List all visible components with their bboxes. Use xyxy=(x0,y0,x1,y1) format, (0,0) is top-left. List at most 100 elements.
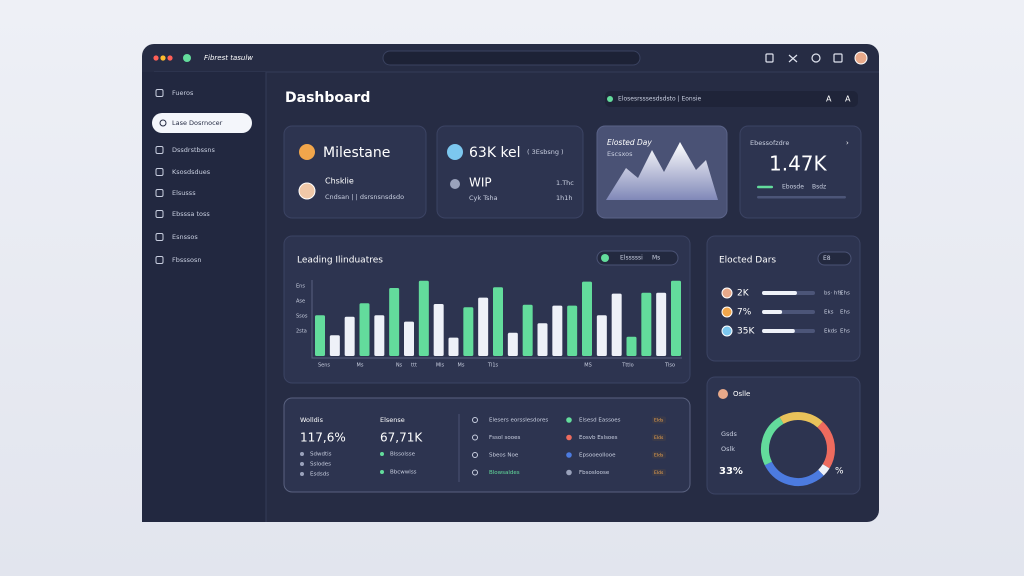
bar xyxy=(315,315,325,356)
sidebar-items: Fueros Lase Dosrnocer Dssdrstbssns Ksosdsdu… xyxy=(152,89,252,264)
progress-track xyxy=(757,196,846,199)
nav-icon xyxy=(155,256,164,264)
nav-icon xyxy=(155,210,164,218)
nav-item[interactable]: Dssdrstbssns xyxy=(172,146,216,154)
summary-panel xyxy=(283,397,691,493)
card-legend: Bsdz xyxy=(812,184,826,191)
row-label: 2K xyxy=(737,289,750,299)
card-meta: 1.Thc xyxy=(556,179,574,187)
avatar[interactable] xyxy=(854,51,868,65)
bar xyxy=(329,335,340,356)
card-title: Milestane xyxy=(323,145,390,161)
toggle-icon[interactable]: Ms xyxy=(652,255,660,262)
toggle-knob[interactable] xyxy=(601,254,609,262)
card-icon xyxy=(450,179,460,189)
card-detail: Cndsan | | dsrsnsnsdsdo xyxy=(325,193,404,201)
card-meta: 1h1h xyxy=(556,194,573,202)
nav-item[interactable]: Ksosdsdues xyxy=(172,168,211,176)
panel-toggle[interactable] xyxy=(817,251,852,266)
search-field[interactable] xyxy=(605,91,858,107)
window-max[interactable] xyxy=(167,55,173,61)
nav-item[interactable]: Fbsssosn xyxy=(172,256,202,264)
app-name: Fibrest tasulw xyxy=(204,54,253,62)
donut-suffix: % xyxy=(835,467,844,477)
icon[interactable] xyxy=(765,53,774,63)
avatar xyxy=(721,306,733,318)
bar xyxy=(641,292,652,356)
card[interactable] xyxy=(283,125,427,219)
window-min[interactable] xyxy=(160,55,166,61)
icon[interactable] xyxy=(811,53,821,63)
nav-item[interactable]: Ebsssa toss xyxy=(172,210,210,218)
summary-item: Blssolsse xyxy=(390,452,416,458)
top-search[interactable] xyxy=(382,50,641,66)
icon-font[interactable]: A xyxy=(845,95,851,104)
bullet xyxy=(380,452,384,456)
chart-axis xyxy=(311,280,682,359)
chart-toggle[interactable] xyxy=(596,250,679,266)
bar xyxy=(567,305,578,356)
x-label: Mls xyxy=(436,363,445,369)
row-tag: Ehs xyxy=(840,329,850,335)
page-title: Dashboard xyxy=(285,90,370,106)
bar xyxy=(671,280,681,356)
bar xyxy=(359,303,370,356)
bar xyxy=(493,287,503,356)
chart-title: Leading Ilinduatres xyxy=(297,256,383,266)
nav-icon xyxy=(155,189,164,197)
nav-icon xyxy=(159,119,167,127)
card-status: WIP xyxy=(469,176,492,190)
progress-fill xyxy=(762,329,795,333)
nav-item[interactable]: Fueros xyxy=(172,89,194,97)
nav-item[interactable]: Lase Dosrnocer xyxy=(172,119,223,127)
bar xyxy=(404,321,414,356)
progress-fill xyxy=(757,185,774,189)
row-tag: Ehs xyxy=(840,310,850,316)
summary-item: Fbsosloose xyxy=(579,470,610,476)
nav-active[interactable] xyxy=(152,113,252,133)
summary-tag: Elds xyxy=(654,435,664,441)
avatar xyxy=(721,325,733,337)
avatar xyxy=(721,287,733,299)
card[interactable] xyxy=(739,125,862,219)
icon-sort[interactable]: A xyxy=(826,95,832,104)
icon[interactable] xyxy=(833,53,843,63)
nav-item[interactable]: Elsusss xyxy=(172,189,196,197)
bar xyxy=(374,315,385,356)
x-label: Tl1s xyxy=(487,363,499,369)
list-panel xyxy=(706,235,861,362)
bullet xyxy=(300,462,304,466)
avatar xyxy=(718,389,728,399)
summary-value: 67,71K xyxy=(380,431,423,445)
row-icon xyxy=(472,469,478,476)
row-label: 7% xyxy=(737,308,752,318)
bar xyxy=(596,315,607,356)
card[interactable] xyxy=(436,125,584,219)
sidebar xyxy=(142,72,266,522)
row-dot xyxy=(566,452,572,458)
window-close[interactable] xyxy=(153,55,159,61)
card-progress xyxy=(757,185,774,189)
nav-icon xyxy=(155,146,164,154)
card-arrow[interactable]: › xyxy=(846,139,849,147)
row-dot xyxy=(566,469,572,476)
row-note: bs· hfs xyxy=(824,291,842,297)
nav-icon xyxy=(155,89,164,97)
row-tag: Ehs xyxy=(840,291,850,297)
mountain-graphic xyxy=(606,142,718,200)
icon[interactable] xyxy=(788,54,798,63)
bar xyxy=(626,336,637,356)
row-note: Eks xyxy=(824,310,834,316)
row-icon xyxy=(472,434,478,441)
bar xyxy=(522,304,533,356)
nav-icon xyxy=(155,168,164,176)
summary-tag: Elds xyxy=(654,418,664,424)
bullet xyxy=(380,470,384,474)
nav-item[interactable]: Esnssos xyxy=(172,233,198,241)
x-label: Tttlo xyxy=(621,363,633,369)
summary: Wolldis 117,6% Sdwdtis Sslodes Esdsds Elsense… xyxy=(300,414,666,482)
card-legend: Ebosde xyxy=(782,184,804,191)
summary-item: Elesers eorsslesdores xyxy=(489,418,548,424)
